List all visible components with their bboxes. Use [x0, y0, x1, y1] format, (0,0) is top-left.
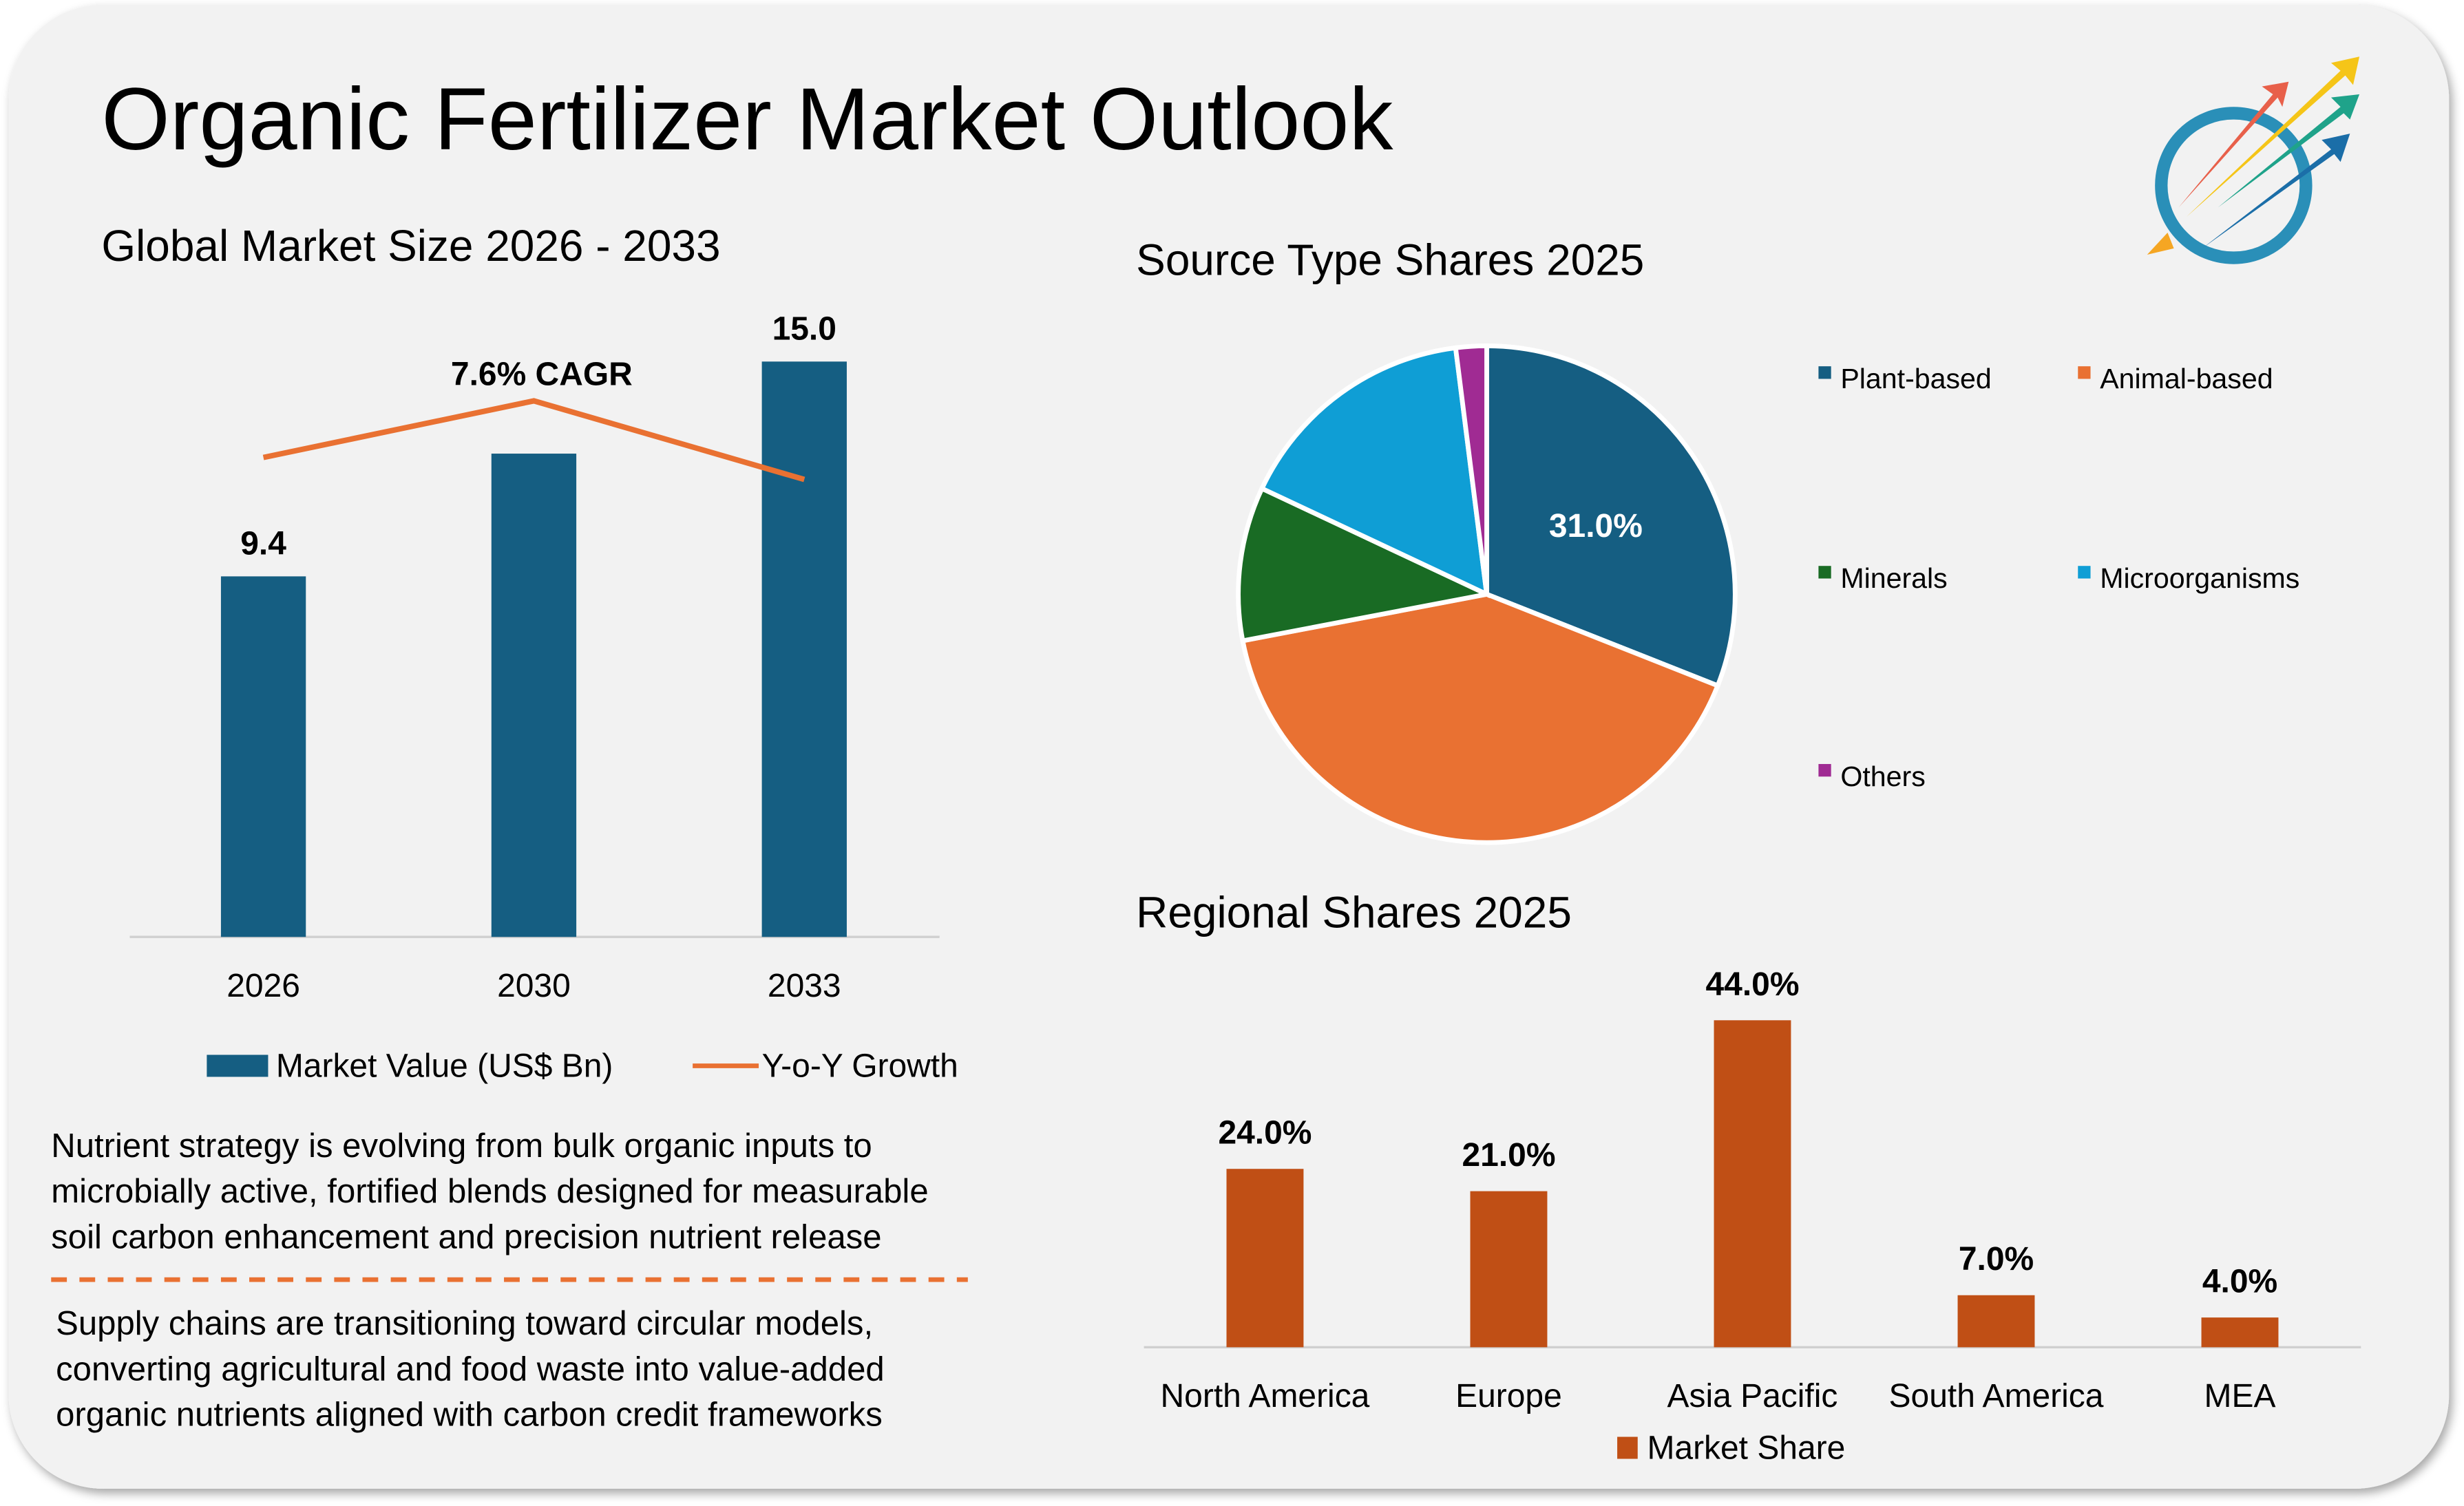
bar-mea — [2201, 1317, 2279, 1348]
x-tick-label: MEA — [2204, 1378, 2276, 1414]
pie-slice-animal-based — [1240, 591, 1721, 845]
bar-2026 — [220, 576, 306, 937]
legend-market-value-swatch — [207, 1054, 268, 1077]
x-tick-label: 2033 — [768, 968, 841, 1004]
market-chart-title: Global Market Size 2026 - 2033 — [101, 221, 720, 271]
legend-swatch — [1818, 763, 1831, 777]
page-title: Organic Fertilizer Market Outlook — [101, 70, 1393, 169]
note-line: soil carbon enhancement and precision nu… — [51, 1218, 881, 1255]
data-label: 15.0 — [772, 310, 836, 347]
x-tick-label: Europe — [1455, 1378, 1562, 1414]
x-tick-label: South America — [1889, 1378, 2104, 1414]
legend-market-share-label: Market Share — [1647, 1430, 1845, 1466]
legend-label: Minerals — [1840, 562, 1947, 594]
x-tick-label: 2030 — [497, 968, 571, 1004]
bar-2033 — [761, 361, 847, 937]
bar-north-america — [1226, 1169, 1304, 1348]
pie-slice-plant-based — [1484, 343, 1738, 689]
pie-chart-title: Source Type Shares 2025 — [1136, 235, 1644, 285]
legend-label: Others — [1840, 761, 1925, 792]
pie-legend: Plant-based Animal-based Minerals Microorga… — [1818, 363, 2299, 792]
legend-label: Animal-based — [2100, 363, 2273, 394]
x-tick-label: Asia Pacific — [1667, 1378, 1838, 1414]
data-label: 21.0% — [1462, 1137, 1555, 1174]
data-label: 44.0% — [1705, 966, 1799, 1003]
legend-market-share-swatch — [1617, 1436, 1638, 1459]
regional-shares-chart: 24.0% North America 21.0% Europe 44.0% Asia P… — [1144, 966, 2361, 1414]
notes-paragraph-2: Supply chains are transitioning toward c… — [56, 1305, 885, 1433]
pie-slice-minerals — [1236, 485, 1495, 644]
source-type-pie-chart: 31.0% — [1236, 343, 1738, 845]
legend-swatch — [1818, 366, 1831, 379]
data-label: 9.4 — [240, 525, 286, 562]
data-label: 24.0% — [1218, 1115, 1312, 1152]
bar-south-america — [1957, 1295, 2035, 1348]
data-label: 7.0% — [1959, 1241, 2034, 1277]
legend-label: Plant-based — [1840, 363, 1991, 394]
card-background — [8, 4, 2450, 1489]
bar-2030 — [491, 454, 577, 937]
note-line: Supply chains are transitioning toward c… — [56, 1305, 873, 1342]
note-line: microbially active, fortified blends des… — [51, 1173, 928, 1210]
bar-asia-pacific — [1714, 1020, 1791, 1348]
growth-line — [262, 398, 805, 482]
x-tick-label: 2026 — [227, 968, 300, 1004]
pie-slice-microorganisms — [1259, 345, 1490, 599]
note-line: converting agricultural and food waste i… — [56, 1350, 885, 1388]
data-label: 4.0% — [2202, 1264, 2277, 1300]
note-line: organic nutrients aligned with carbon cr… — [56, 1397, 883, 1434]
regional-chart-title: Regional Shares 2025 — [1136, 888, 1572, 937]
rising-arrows-circle-logo — [2147, 56, 2360, 264]
market-size-chart: 9.4 2026 2030 15.0 2033 — [129, 310, 940, 1004]
x-tick-label: North America — [1161, 1378, 1370, 1414]
legend-swatch — [2078, 366, 2091, 379]
note-line: Nutrient strategy is evolving from bulk … — [51, 1127, 872, 1165]
legend-swatch — [1818, 566, 1831, 579]
bar-europe — [1470, 1191, 1548, 1348]
legend-swatch — [2078, 566, 2091, 579]
notes-paragraph-1: Nutrient strategy is evolving from bulk … — [51, 1127, 928, 1255]
cagr-annotation: 7.6% CAGR — [451, 357, 633, 393]
legend-market-value-label: Market Value (US$ Bn) — [276, 1048, 613, 1084]
legend-label: Microorganisms — [2100, 562, 2299, 594]
legend-growth-label: Y-o-Y Growth — [762, 1048, 958, 1084]
pie-data-label: 31.0% — [1549, 508, 1643, 544]
pie-slice-others — [1453, 343, 1489, 595]
